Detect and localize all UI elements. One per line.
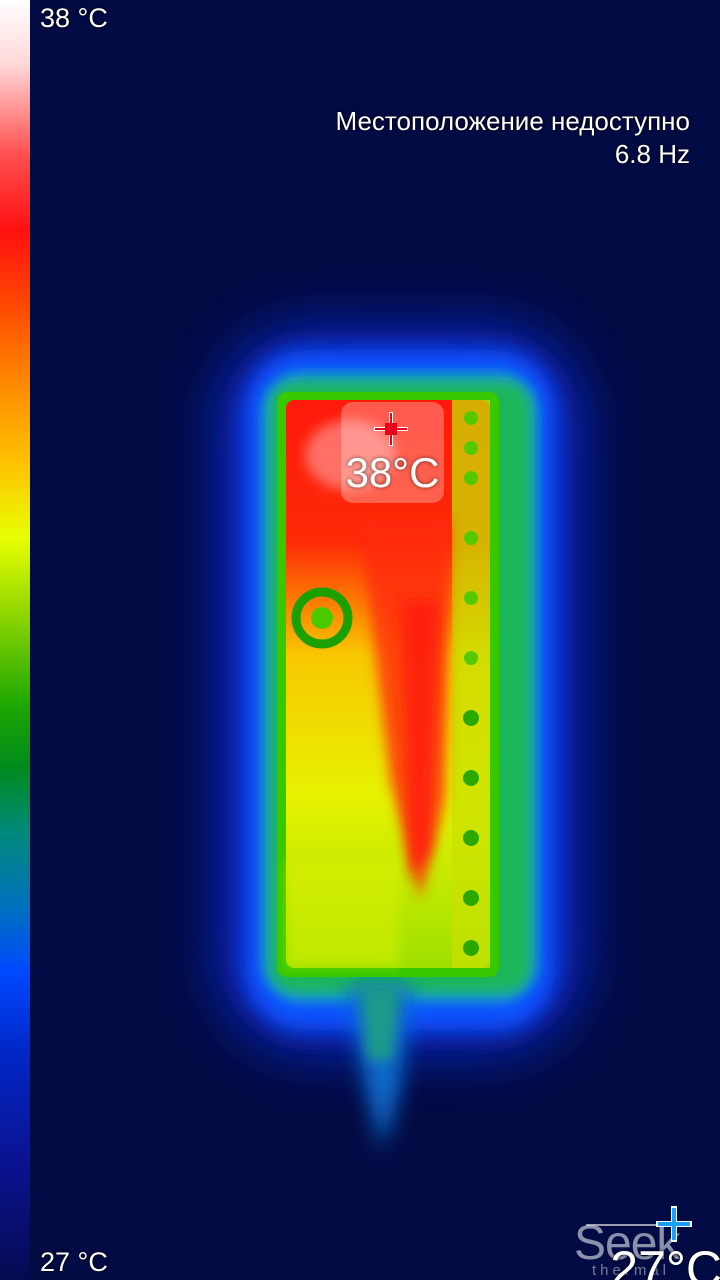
min-temperature-readout: 27°C (610, 1241, 720, 1280)
logo-crosshair-icon (656, 1206, 692, 1242)
seek-thermal-logo: Seek thermal (574, 1206, 720, 1280)
temperature-color-scale (0, 0, 30, 1280)
thermal-image[interactable] (30, 0, 720, 1280)
crosshair-icon (374, 412, 408, 446)
scale-max-temperature: 38 °C (40, 3, 108, 33)
frame-rate: 6.8 Hz (614, 139, 690, 169)
spot-temperature: 38°C (345, 449, 440, 496)
location-status: Местоположение недоступно (335, 106, 690, 136)
scale-min-temperature: 27 °C (40, 1247, 108, 1277)
